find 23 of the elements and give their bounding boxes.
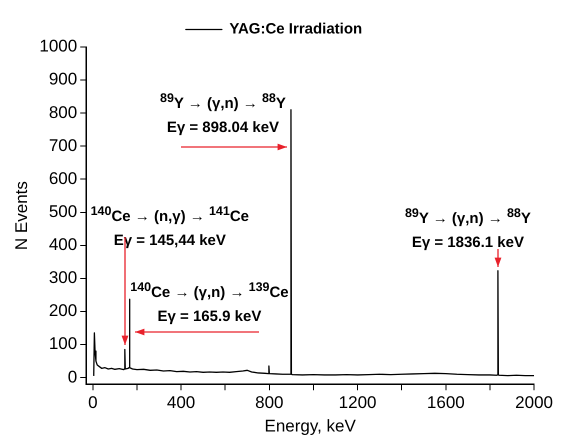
x-tick-label: 0 bbox=[88, 393, 98, 412]
annotation: $^{89}$Y → (γ,n) → $^{88}$Y Eγ = 898.04 keV bbox=[160, 90, 286, 138]
y-tick-label: 600 bbox=[48, 168, 78, 188]
annotation: $^{89}$Y → (γ,n) → $^{88}$Y Eγ = 1836.1 keV bbox=[404, 204, 531, 253]
y-tick-label: 1000 bbox=[39, 36, 78, 56]
y-tick-label: 300 bbox=[48, 268, 78, 288]
x-axis-title: Energy, keV bbox=[264, 416, 356, 436]
y-tick-label: 800 bbox=[48, 102, 78, 122]
y-tick-label: 0 bbox=[68, 367, 78, 386]
y-tick-label: 900 bbox=[48, 70, 78, 89]
legend-label: YAG:Ce Irradiation bbox=[229, 20, 362, 38]
y-tick-label: 700 bbox=[48, 136, 78, 155]
annotation: $^{140}$Ce → (γ,n) → $^{139}$Ce Eγ = 165.9 keV bbox=[130, 279, 289, 328]
x-tick-label: 1600 bbox=[426, 393, 465, 412]
y-tick-label: 400 bbox=[48, 235, 78, 254]
y-tick-label: 200 bbox=[48, 301, 78, 320]
y-tick-label: 100 bbox=[48, 334, 78, 354]
x-tick-label: 800 bbox=[255, 393, 284, 412]
x-tick-label: 2000 bbox=[515, 393, 554, 412]
y-tick-label: 500 bbox=[48, 202, 78, 221]
y-axis-title: N Events bbox=[12, 181, 31, 250]
x-tick-label: 1200 bbox=[338, 393, 377, 412]
x-tick-label: 400 bbox=[166, 393, 196, 412]
